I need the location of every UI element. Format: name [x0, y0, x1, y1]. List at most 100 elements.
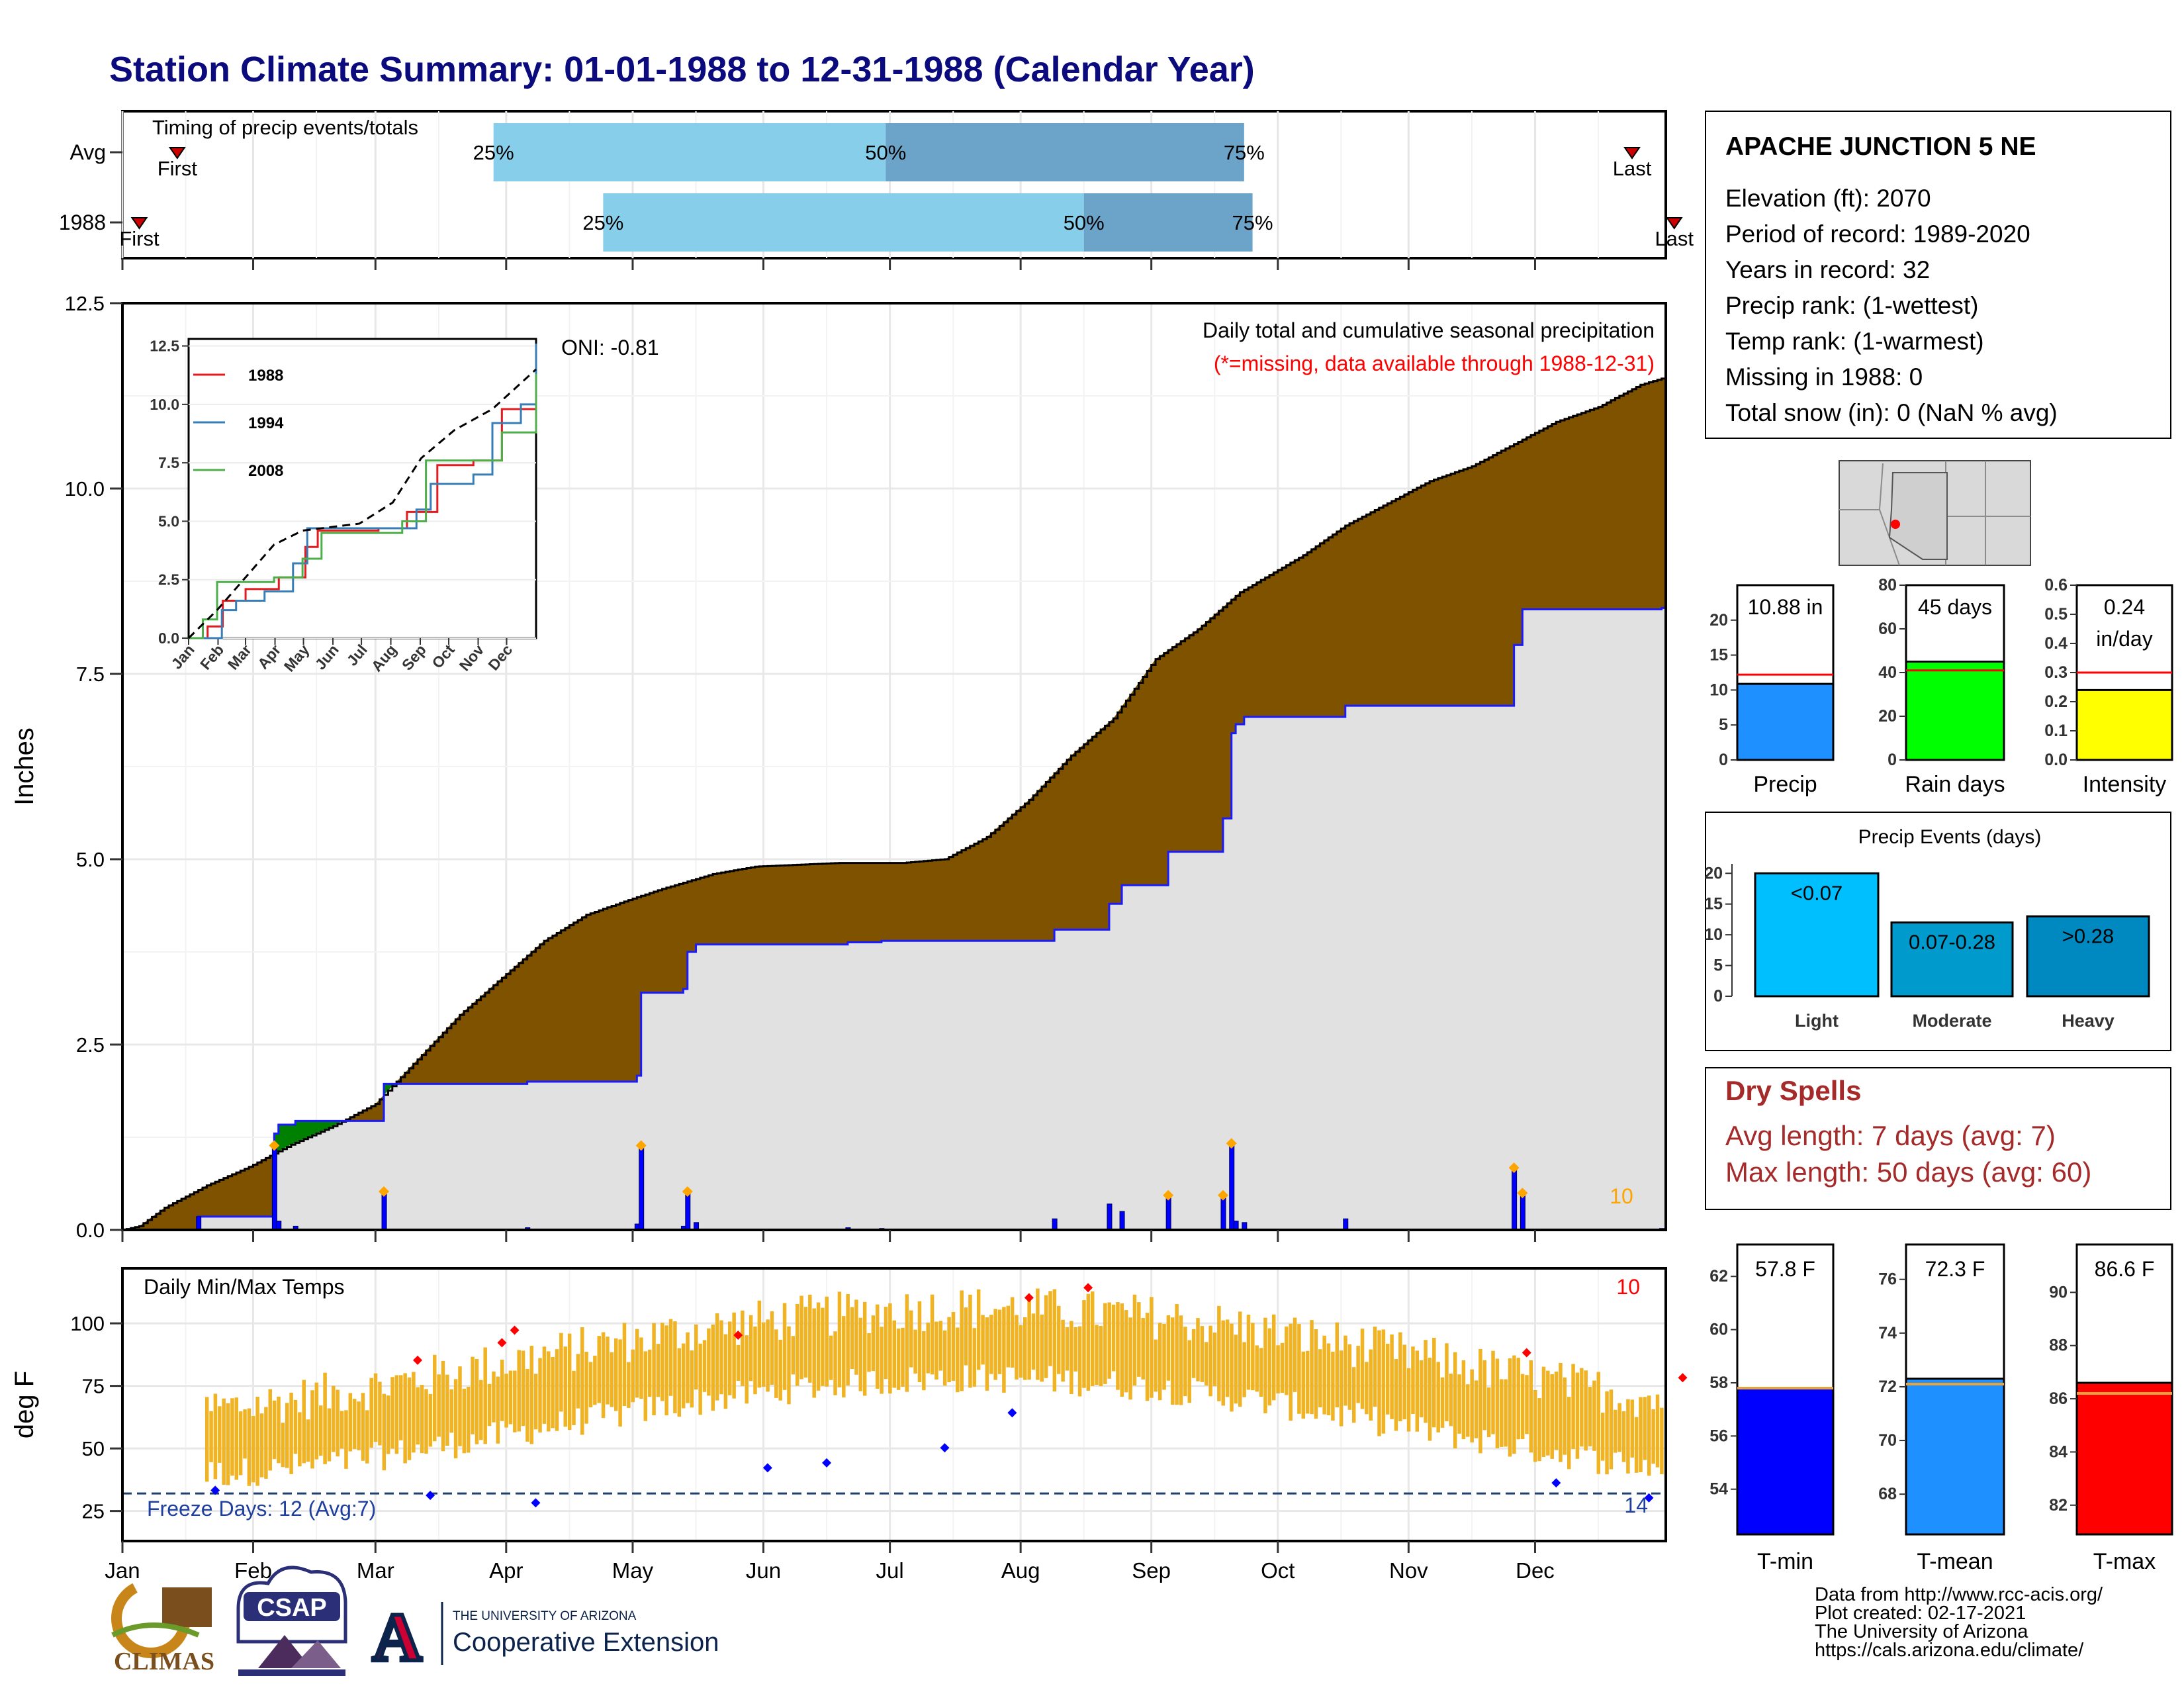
temp-range-bar — [1234, 1335, 1238, 1404]
temp-range-bar — [1385, 1343, 1390, 1415]
temp-range-bar — [462, 1388, 467, 1454]
temp-range-bar — [694, 1324, 698, 1390]
station-line: Years in record: 32 — [1725, 256, 1930, 283]
temp-range-bar — [749, 1315, 753, 1382]
temp-range-bar — [956, 1327, 960, 1393]
temp-range-bar — [1276, 1345, 1280, 1394]
temp-range-bar — [942, 1330, 947, 1386]
dry-avg-length: Avg length: 7 days (avg: 7) — [1725, 1120, 2056, 1151]
events-bar-label: <0.07 — [1791, 881, 1843, 904]
temp-range-bar — [702, 1340, 707, 1392]
stat-value-label: 0.24 — [2104, 595, 2145, 619]
missing-note: (*=missing, data available through 1988-… — [1214, 352, 1655, 375]
record-low-marker — [210, 1485, 220, 1495]
temp-range-bar — [1322, 1335, 1326, 1415]
station-name: APACHE JUNCTION 5 NE — [1725, 132, 2036, 161]
stat-y-tick-label: 0.1 — [2044, 722, 2068, 740]
temp-stat-y-tick-label: 56 — [1709, 1427, 1728, 1445]
temp-range-bar — [787, 1326, 791, 1405]
temp-range-bar — [420, 1385, 424, 1454]
temp-range-bar — [1335, 1322, 1340, 1408]
temp-count-bottom: 14 — [1624, 1493, 1648, 1517]
temp-range-bar — [1614, 1409, 1617, 1453]
temp-range-bar — [1006, 1305, 1011, 1368]
temp-range-bar — [357, 1401, 361, 1450]
temp-range-bar — [1575, 1372, 1580, 1459]
temp-range-bar — [390, 1377, 394, 1449]
temp-range-bar — [947, 1317, 951, 1383]
daily-precip-bar — [196, 1216, 202, 1231]
temp-range-bar — [1285, 1326, 1289, 1395]
temp-range-bar — [858, 1317, 863, 1391]
temp-range-bar — [412, 1372, 416, 1453]
temp-range-bar — [504, 1374, 508, 1428]
temp-range-bar — [588, 1362, 593, 1407]
temp-range-bar — [981, 1315, 985, 1365]
stat-bar-precip — [1736, 682, 1835, 761]
inset-y-tick-label: 7.5 — [158, 454, 179, 471]
stat-y-tick-label: 80 — [1878, 576, 1897, 594]
daily-precip-marker — [1517, 1188, 1528, 1199]
temp-range-bar — [1069, 1321, 1073, 1394]
temp-range-bar — [728, 1321, 732, 1395]
temp-range-bar — [432, 1354, 437, 1442]
credit-line-1: Plot created: 02-17-2021 — [1815, 1603, 2026, 1624]
arizona-outline — [1888, 472, 1948, 560]
temp-range-bar — [1550, 1374, 1554, 1459]
ua-logo: A THE UNIVERSITY OF ARIZONA Cooperative … — [362, 1595, 719, 1677]
temp-range-bar — [1537, 1398, 1541, 1462]
daily-precip-bar — [1107, 1203, 1113, 1231]
stat-value-label: 45 days — [1918, 595, 1992, 619]
temp-range-bar — [1634, 1417, 1639, 1473]
timing-panel: Avg 25% 50% 75% First Last 1988 25% 50% 75% First L… — [59, 110, 1694, 270]
temp-range-bar — [719, 1320, 723, 1395]
timing-marker-label: Last — [1613, 157, 1652, 180]
temp-range-bar — [905, 1294, 909, 1392]
timing-bar-high — [886, 123, 1244, 181]
temp-range-bar — [1150, 1297, 1154, 1398]
precip-chart: 0.0 2.5 5.0 7.5 10.0 12.5 Inches ONI: -0.81 D… — [10, 292, 1667, 1242]
ua-small-text: THE UNIVERSITY OF ARIZONA — [453, 1609, 637, 1623]
temp-range-bar — [1120, 1303, 1124, 1397]
temp-range-bar — [407, 1377, 412, 1460]
temp-range-bar — [365, 1410, 369, 1464]
station-lines: Elevation (ft): 2070 Period of record: 19… — [1725, 185, 2058, 426]
temp-range-bar — [323, 1372, 327, 1464]
temp-range-bar — [922, 1331, 926, 1391]
temp-range-bar — [310, 1390, 314, 1469]
timing-p50-label: 50% — [865, 141, 906, 164]
temp-caption: Daily Min/Max Temps — [144, 1275, 344, 1299]
temp-range-bar — [428, 1393, 433, 1447]
month-label: Feb — [234, 1558, 272, 1583]
temp-range-bar — [382, 1393, 387, 1471]
temp-range-bar — [1271, 1314, 1276, 1401]
temp-range-bar — [888, 1303, 892, 1394]
precip-stats: 0 5 10 15 20 10.88 in Precip 0 20 40 60 80 45 days Ra… — [1709, 576, 2173, 797]
temp-range-bar — [576, 1354, 580, 1409]
temp-stat-y-tick-label: 72 — [1878, 1378, 1897, 1396]
temp-range-bar — [1103, 1303, 1107, 1384]
record-high-marker — [733, 1331, 743, 1340]
stat-y-tick-label: 20 — [1878, 707, 1897, 726]
stat-bar-rain-days — [1905, 661, 2005, 761]
temp-range-bar — [1398, 1332, 1402, 1422]
stat-y-tick-label: 0.4 — [2044, 634, 2068, 653]
precip-count-label: 10 — [1610, 1184, 1633, 1208]
timing-marker-icon — [1623, 147, 1641, 160]
temp-range-bar — [1116, 1302, 1120, 1390]
temp-range-bar — [1639, 1397, 1643, 1473]
temp-range-bar — [766, 1319, 770, 1392]
precip-caption: Daily total and cumulative seasonal prec… — [1203, 318, 1655, 342]
timing-marker-icon — [1665, 217, 1683, 230]
temp-range-bar — [681, 1343, 686, 1409]
temp-range-bar — [1318, 1349, 1322, 1407]
timing-marker-icon — [130, 217, 148, 230]
temp-range-bar — [753, 1326, 757, 1395]
month-label: Mar — [357, 1558, 394, 1583]
temp-range-bar — [1073, 1327, 1077, 1372]
temp-range-bar — [880, 1327, 884, 1394]
temp-range-bar — [458, 1366, 462, 1446]
temp-range-bar — [437, 1374, 441, 1437]
daily-precip-marker — [635, 1140, 647, 1151]
temp-range-bar — [264, 1407, 268, 1479]
